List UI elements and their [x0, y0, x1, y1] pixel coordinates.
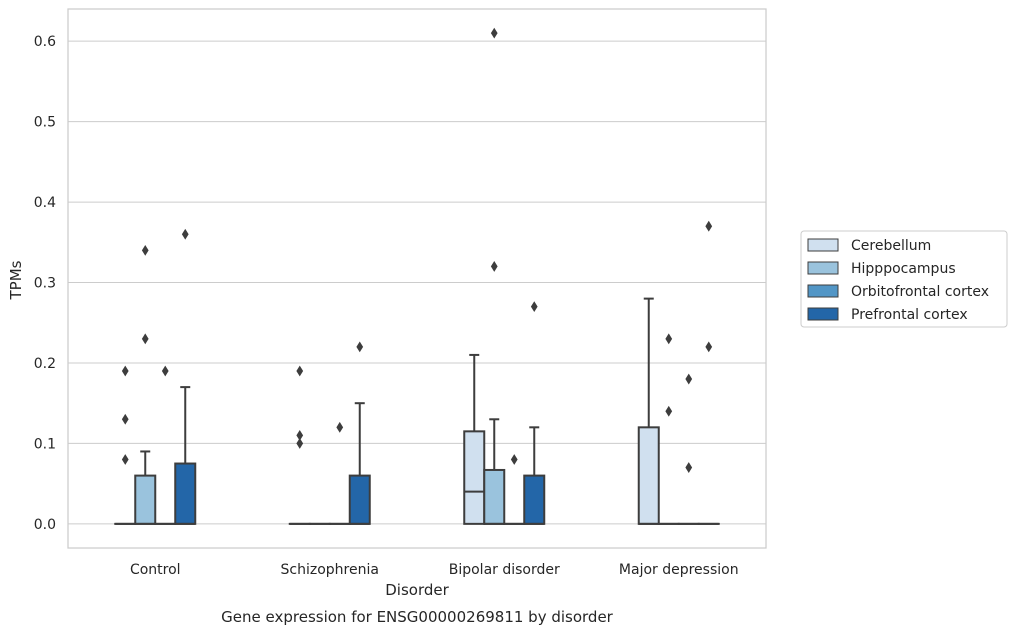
outlier-point	[161, 365, 169, 377]
outlier-point	[490, 261, 498, 272]
outlier-point	[121, 454, 129, 465]
box-prefrontal-cortex	[697, 220, 720, 525]
box-iqr	[483, 468, 506, 525]
outlier-point	[121, 365, 129, 377]
box-iqr	[637, 426, 660, 525]
legend-frame	[800, 230, 1008, 328]
y-axis-ticks: 0.0 0.1 0.2 0.3 0.4 0.5 0.6	[34, 34, 56, 533]
box-iqr	[348, 474, 371, 525]
x-tick-label: Major depression	[619, 562, 739, 578]
box-orbitofrontal-cortex	[503, 454, 526, 525]
plot-frame	[67, 8, 767, 549]
x-axis-title: Disorder	[385, 581, 449, 599]
outlier-point	[705, 341, 713, 353]
box-cerebellum	[288, 365, 311, 525]
gridlines	[67, 8, 767, 549]
outlier-point	[665, 405, 673, 417]
y-tick-label: 0.3	[34, 276, 56, 292]
outlier-point	[490, 27, 498, 39]
box-prefrontal-cortex	[174, 228, 197, 525]
x-tick-label: Control	[130, 562, 181, 578]
y-tick-label: 0.1	[34, 436, 56, 452]
box-hipppocampus	[134, 244, 157, 525]
x-tick-label: Bipolar disorder	[449, 562, 560, 578]
outlier-point	[665, 333, 673, 345]
legend-label: Prefrontal cortex	[851, 307, 968, 323]
outlier-point	[141, 244, 149, 256]
outlier-point	[296, 438, 304, 449]
legend-label: Orbitofrontal cortex	[851, 284, 989, 300]
legend-label: Cerebellum	[851, 238, 931, 254]
box-prefrontal-cortex	[348, 341, 371, 525]
box-orbitofrontal-cortex	[677, 373, 700, 525]
x-axis-ticks: Control Schizophrenia Bipolar disorder Majo…	[130, 562, 739, 578]
box-cerebellum	[114, 365, 137, 525]
plot-boxes	[114, 27, 720, 525]
y-tick-label: 0.0	[34, 517, 56, 533]
outlier-point	[685, 373, 693, 385]
box-iqr	[463, 430, 486, 525]
outlier-point	[336, 421, 344, 433]
box-cerebellum	[463, 353, 486, 525]
box-orbitofrontal-cortex	[154, 365, 177, 525]
legend-swatch	[807, 284, 839, 298]
outlier-point	[685, 462, 693, 473]
box-iqr	[174, 462, 197, 525]
legend-label: Hipppocampus	[851, 261, 956, 277]
box-hipppocampus	[657, 333, 680, 525]
y-axis-title: TPMs	[7, 260, 25, 300]
box-hipppocampus	[483, 27, 506, 525]
legend-swatch	[807, 307, 839, 321]
box-prefrontal-cortex	[523, 301, 546, 525]
outlier-point	[705, 220, 713, 232]
legend: Cerebellum Hipppocampus Orbitofrontal cort…	[800, 230, 1008, 328]
chart-caption: Gene expression for ENSG00000269811 by d…	[221, 608, 614, 626]
outlier-point	[530, 301, 538, 313]
y-tick-label: 0.4	[34, 195, 56, 211]
legend-swatch	[807, 261, 839, 275]
outlier-point	[296, 365, 304, 377]
y-tick-label: 0.2	[34, 356, 56, 372]
outlier-point	[141, 333, 149, 345]
x-tick-label: Schizophrenia	[281, 562, 379, 578]
box-iqr	[134, 474, 157, 525]
y-tick-label: 0.5	[34, 115, 56, 131]
outlier-point	[181, 228, 189, 240]
y-tick-label: 0.6	[34, 34, 56, 50]
outlier-point	[356, 341, 364, 353]
box-orbitofrontal-cortex	[328, 421, 351, 525]
legend-swatch	[807, 238, 839, 252]
outlier-point	[121, 413, 129, 425]
outlier-point	[296, 429, 304, 441]
box-cerebellum	[637, 297, 660, 525]
outlier-point	[510, 454, 518, 465]
box-iqr	[523, 474, 546, 525]
